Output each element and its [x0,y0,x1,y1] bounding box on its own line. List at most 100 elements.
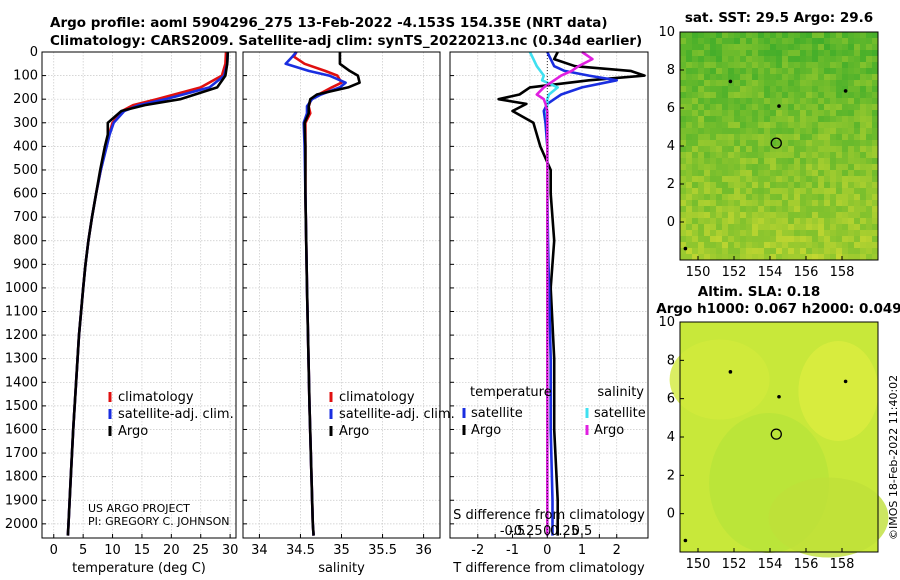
series-line-satellite-adj-clim- [284,51,347,536]
sst-cell [722,80,728,86]
sst-cell [722,230,728,236]
sst-cell [704,164,710,170]
sst-cell [818,212,824,218]
sst-cell [764,86,770,92]
sst-cell [782,32,788,38]
sst-cell [740,230,746,236]
sst-cell [794,122,800,128]
sst-cell [806,194,812,200]
sst-cell [806,236,812,242]
sst-cell [812,32,818,38]
sst-cell [716,80,722,86]
sst-cell [704,218,710,224]
y-tick-label: 10 [658,315,675,330]
sst-cell [854,140,860,146]
sst-cell [722,56,728,62]
x-tick-label: 158 [830,557,855,572]
sst-cell [854,116,860,122]
sst-cell [866,116,872,122]
y-tick-label: 1800 [5,470,38,485]
sst-cell [710,188,716,194]
sst-cell [740,242,746,248]
sst-cell [728,194,734,200]
sst-cell [770,200,776,206]
sst-cell [710,152,716,158]
sst-cell [728,140,734,146]
sst-cell [764,200,770,206]
sst-cell [806,56,812,62]
sst-cell [782,62,788,68]
sst-cell [758,74,764,80]
sst-cell [746,236,752,242]
sst-cell [872,62,878,68]
sst-cell [734,134,740,140]
sst-cell [728,206,734,212]
figure-title-line2: Climatology: CARS2009. Satellite-adj cli… [50,33,642,49]
sst-cell [770,248,776,254]
sst-cell [746,248,752,254]
sst-cell [848,128,854,134]
sst-cell [860,164,866,170]
sst-cell [734,146,740,152]
sst-cell [782,254,788,260]
sst-cell [824,218,830,224]
sst-cell [692,230,698,236]
sst-cell [716,134,722,140]
sst-cell [830,206,836,212]
sst-cell [806,158,812,164]
sst-cell [698,206,704,212]
sst-cell [848,38,854,44]
sst-cell [788,104,794,110]
sst-cell [776,140,782,146]
sst-cell [692,236,698,242]
sst-cell [794,110,800,116]
sst-cell [806,68,812,74]
sst-cell [722,68,728,74]
x-tick-label: 30 [222,543,239,558]
sst-cell [860,200,866,206]
sst-cell [788,140,794,146]
sst-cell [800,248,806,254]
sst-cell [776,32,782,38]
sst-cell [860,218,866,224]
sst-cell [842,98,848,104]
sst-cell [764,224,770,230]
sst-cell [686,170,692,176]
sst-cell [848,164,854,170]
sst-cell [752,32,758,38]
sst-cell [782,248,788,254]
sst-cell [710,254,716,260]
sst-cell [782,158,788,164]
y-tick-label: 1500 [5,399,38,414]
sst-cell [830,242,836,248]
sst-cell [818,206,824,212]
sst-cell [692,134,698,140]
sst-cell [728,116,734,122]
sst-cell [800,74,806,80]
sst-cell [860,230,866,236]
sst-cell [734,74,740,80]
sst-cell [728,38,734,44]
sst-cell [764,128,770,134]
sst-cell [770,152,776,158]
sst-cell [824,158,830,164]
sst-cell [704,80,710,86]
sst-cell [686,254,692,260]
sst-cell [824,134,830,140]
sst-cell [794,146,800,152]
plot-frame [41,51,237,539]
sst-cell [848,98,854,104]
x-tick-label: 35.5 [368,543,397,558]
sst-cell [794,44,800,50]
sst-cell [758,242,764,248]
sst-cell [872,212,878,218]
sst-cell [860,194,866,200]
sst-cell [758,182,764,188]
sst-cell [758,80,764,86]
sst-cell [806,242,812,248]
sst-cell [794,218,800,224]
sst-cell [842,50,848,56]
sst-cell [872,92,878,98]
sst-cell [698,170,704,176]
sst-cell [824,62,830,68]
